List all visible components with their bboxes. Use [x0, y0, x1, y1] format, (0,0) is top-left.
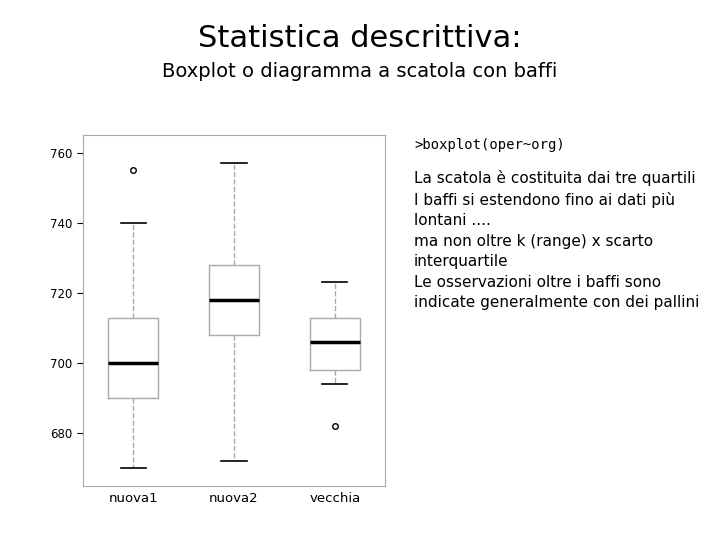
Text: Boxplot o diagramma a scatola con baffi: Boxplot o diagramma a scatola con baffi [162, 62, 558, 81]
Text: La scatola è costituita dai tre quartili
I baffi si estendono fino ai dati più
l: La scatola è costituita dai tre quartili… [414, 170, 699, 310]
Text: >boxplot(oper~org): >boxplot(oper~org) [414, 138, 564, 152]
Text: Statistica descrittiva:: Statistica descrittiva: [198, 24, 522, 53]
